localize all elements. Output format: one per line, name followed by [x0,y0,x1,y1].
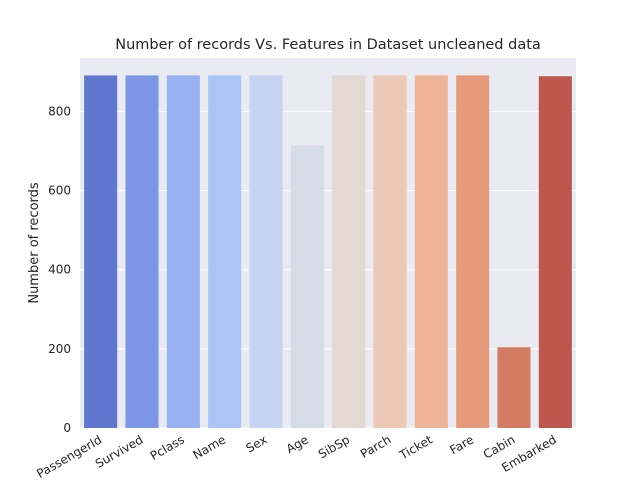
bar-parch [373,75,407,428]
x-tick-label: Parch [358,432,394,461]
y-tick-labels: 0 200 400 600 800 [48,104,71,435]
bar-embarked [538,76,572,428]
bar-sibsp [332,75,366,428]
x-tick-label: Survived [93,432,146,470]
bar-passengerid [84,75,118,428]
x-tick-label: Ticket [396,432,435,463]
bar-survived [125,75,159,428]
bars [84,75,572,429]
bar-age [290,145,324,429]
x-tick-label: Age [284,432,311,456]
y-tick-label: 400 [48,263,71,277]
grid-lines [80,110,576,429]
x-tick-label: PassengerId [34,432,104,480]
x-tick-label: Pclass [148,432,187,463]
bar-fare [456,75,490,428]
x-tick-label: Fare [447,432,476,457]
bar-name [208,75,242,428]
y-tick-label: 800 [48,104,71,118]
plot-background [80,58,576,428]
bar-pclass [166,75,200,428]
y-tick-label: 600 [48,184,71,198]
x-tick-label: SibSp [316,432,352,461]
y-tick-label: 0 [63,421,71,435]
x-tick-label: Name [191,432,229,462]
chart-title: Number of records Vs. Features in Datase… [115,37,541,53]
y-tick-label: 200 [48,342,71,356]
bar-sex [249,75,283,428]
bar-ticket [414,75,448,428]
y-axis-label: Number of records [27,182,42,304]
bar-cabin [497,347,531,428]
x-tick-label: Sex [244,432,270,455]
